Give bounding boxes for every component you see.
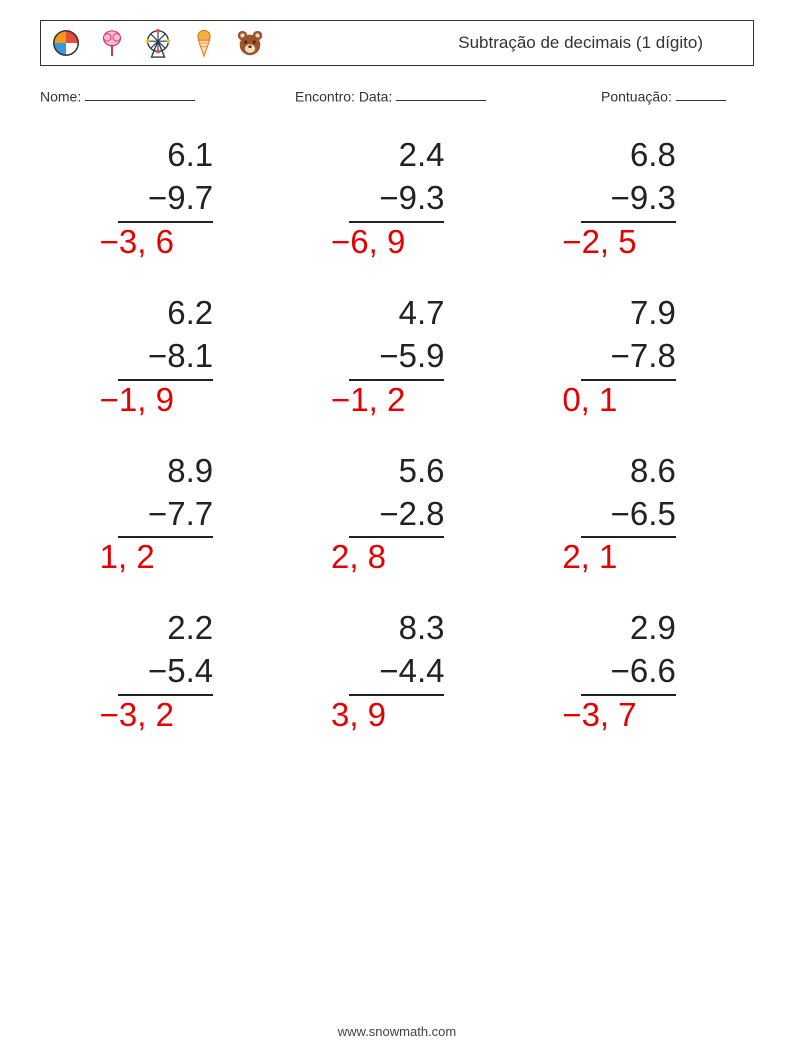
minuend: 2.9 [581,607,676,650]
subtrahend: −6.6 [581,650,676,696]
problem: 8.3−4.43, 9 [281,607,512,737]
problem: 7.9−7.80, 1 [513,292,744,422]
problem-stack: 6.1−9.7 [118,134,213,223]
answer: 1, 2 [96,536,236,579]
problem: 6.2−8.1−1, 9 [50,292,281,422]
beach-ball-icon [51,28,81,58]
ferris-wheel-icon [143,28,173,58]
problem-stack: 2.9−6.6 [581,607,676,696]
subtrahend: −9.3 [581,177,676,223]
problem-stack: 2.2−5.4 [118,607,213,696]
minuend: 8.6 [581,450,676,493]
answer: 2, 1 [558,536,698,579]
label-pontuacao: Pontuação: [601,88,754,104]
subtrahend: −7.8 [581,335,676,381]
answer: −1, 9 [96,379,236,422]
minuend: 6.8 [581,134,676,177]
subtrahend: −7.7 [118,493,213,539]
problem: 2.2−5.4−3, 2 [50,607,281,737]
subtrahend: −9.7 [118,177,213,223]
problem-stack: 5.6−2.8 [349,450,444,539]
pontuacao-blank[interactable] [676,88,726,101]
minuend: 4.7 [349,292,444,335]
problem: 8.6−6.52, 1 [513,450,744,580]
problem-stack: 2.4−9.3 [349,134,444,223]
minuend: 8.9 [118,450,213,493]
problem-stack: 7.9−7.8 [581,292,676,381]
subtrahend: −4.4 [349,650,444,696]
bear-icon [235,28,265,58]
subtrahend: −9.3 [349,177,444,223]
problem: 6.8−9.3−2, 5 [513,134,744,264]
answer: −3, 7 [558,694,698,737]
subtrahend: −6.5 [581,493,676,539]
subtrahend: −8.1 [118,335,213,381]
subtrahend: −5.4 [118,650,213,696]
problem-stack: 8.6−6.5 [581,450,676,539]
ice-cream-icon [189,28,219,58]
answer: −3, 2 [96,694,236,737]
header-box: Subtração de decimais (1 dígito) [40,20,754,66]
footer: www.snowmath.com [0,1024,794,1039]
answer: 2, 8 [327,536,467,579]
problems-grid: 6.1−9.7−3, 62.4−9.3−6, 96.8−9.3−2, 56.2−… [40,134,754,737]
problem-stack: 6.8−9.3 [581,134,676,223]
minuend: 8.3 [349,607,444,650]
subtrahend: −2.8 [349,493,444,539]
problem: 2.9−6.6−3, 7 [513,607,744,737]
problem: 2.4−9.3−6, 9 [281,134,512,264]
label-pontuacao-text: Pontuação: [601,88,672,104]
labels-row: Nome: Encontro: Data: Pontuação: [40,88,754,104]
problem: 5.6−2.82, 8 [281,450,512,580]
problem-stack: 4.7−5.9 [349,292,444,381]
nome-blank[interactable] [85,88,195,101]
label-encontro: Encontro: Data: [295,88,601,104]
answer: 3, 9 [327,694,467,737]
minuend: 5.6 [349,450,444,493]
answer: −6, 9 [327,221,467,264]
answer: 0, 1 [558,379,698,422]
answer: −1, 2 [327,379,467,422]
label-nome-text: Nome: [40,88,81,104]
label-nome: Nome: [40,88,295,104]
subtrahend: −5.9 [349,335,444,381]
minuend: 6.2 [118,292,213,335]
minuend: 6.1 [118,134,213,177]
problem: 4.7−5.9−1, 2 [281,292,512,422]
minuend: 2.2 [118,607,213,650]
cotton-candy-icon [97,28,127,58]
worksheet-title: Subtração de decimais (1 dígito) [458,33,733,53]
header-icons [51,28,265,58]
problem-stack: 8.9−7.7 [118,450,213,539]
minuend: 7.9 [581,292,676,335]
problem-stack: 6.2−8.1 [118,292,213,381]
worksheet-page: Subtração de decimais (1 dígito) Nome: E… [0,0,794,737]
minuend: 2.4 [349,134,444,177]
problem: 6.1−9.7−3, 6 [50,134,281,264]
footer-url: www.snowmath.com [338,1024,456,1039]
data-blank[interactable] [396,88,486,101]
problem: 8.9−7.71, 2 [50,450,281,580]
answer: −2, 5 [558,221,698,264]
label-encontro-text: Encontro: Data: [295,88,392,104]
problem-stack: 8.3−4.4 [349,607,444,696]
answer: −3, 6 [96,221,236,264]
